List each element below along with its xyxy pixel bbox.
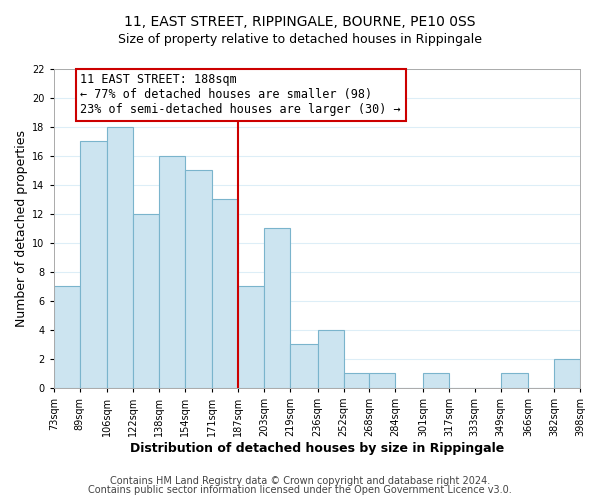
Bar <box>80 142 107 388</box>
Bar <box>238 286 264 388</box>
Bar <box>53 286 80 388</box>
Bar <box>290 344 317 388</box>
Bar <box>133 214 159 388</box>
Bar <box>107 127 133 388</box>
Bar <box>344 374 370 388</box>
Text: 11 EAST STREET: 188sqm
← 77% of detached houses are smaller (98)
23% of semi-det: 11 EAST STREET: 188sqm ← 77% of detached… <box>80 74 401 116</box>
Text: Size of property relative to detached houses in Rippingale: Size of property relative to detached ho… <box>118 32 482 46</box>
Bar <box>264 228 290 388</box>
Bar <box>317 330 344 388</box>
Bar <box>212 200 238 388</box>
Bar <box>423 374 449 388</box>
Text: 11, EAST STREET, RIPPINGALE, BOURNE, PE10 0SS: 11, EAST STREET, RIPPINGALE, BOURNE, PE1… <box>124 15 476 29</box>
Bar <box>159 156 185 388</box>
Bar <box>185 170 212 388</box>
Text: Contains public sector information licensed under the Open Government Licence v3: Contains public sector information licen… <box>88 485 512 495</box>
Bar <box>370 374 395 388</box>
Bar <box>500 374 528 388</box>
X-axis label: Distribution of detached houses by size in Rippingale: Distribution of detached houses by size … <box>130 442 504 455</box>
Bar <box>554 359 580 388</box>
Y-axis label: Number of detached properties: Number of detached properties <box>15 130 28 327</box>
Text: Contains HM Land Registry data © Crown copyright and database right 2024.: Contains HM Land Registry data © Crown c… <box>110 476 490 486</box>
